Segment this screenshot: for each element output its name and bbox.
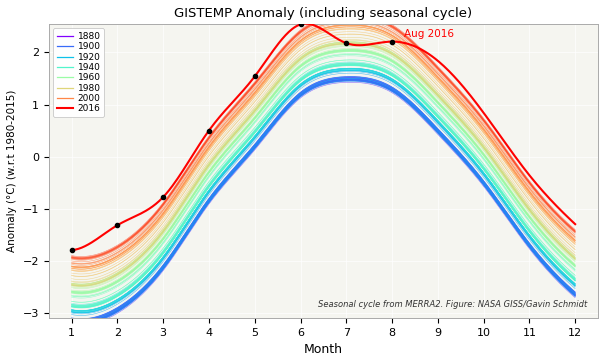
X-axis label: Month: Month xyxy=(304,343,343,356)
Text: Seasonal cycle from MERRA2. Figure: NASA GISS/Gavin Schmidt: Seasonal cycle from MERRA2. Figure: NASA… xyxy=(318,300,587,309)
Title: GISTEMP Anomaly (including seasonal cycle): GISTEMP Anomaly (including seasonal cycl… xyxy=(174,7,473,20)
Legend: 1880, 1900, 1920, 1940, 1960, 1980, 2000, 2016: 1880, 1900, 1920, 1940, 1960, 1980, 2000… xyxy=(53,28,104,117)
Y-axis label: Anomaly (°C) (w.r.t 1980-2015): Anomaly (°C) (w.r.t 1980-2015) xyxy=(7,90,17,252)
Text: Aug 2016: Aug 2016 xyxy=(404,29,454,39)
